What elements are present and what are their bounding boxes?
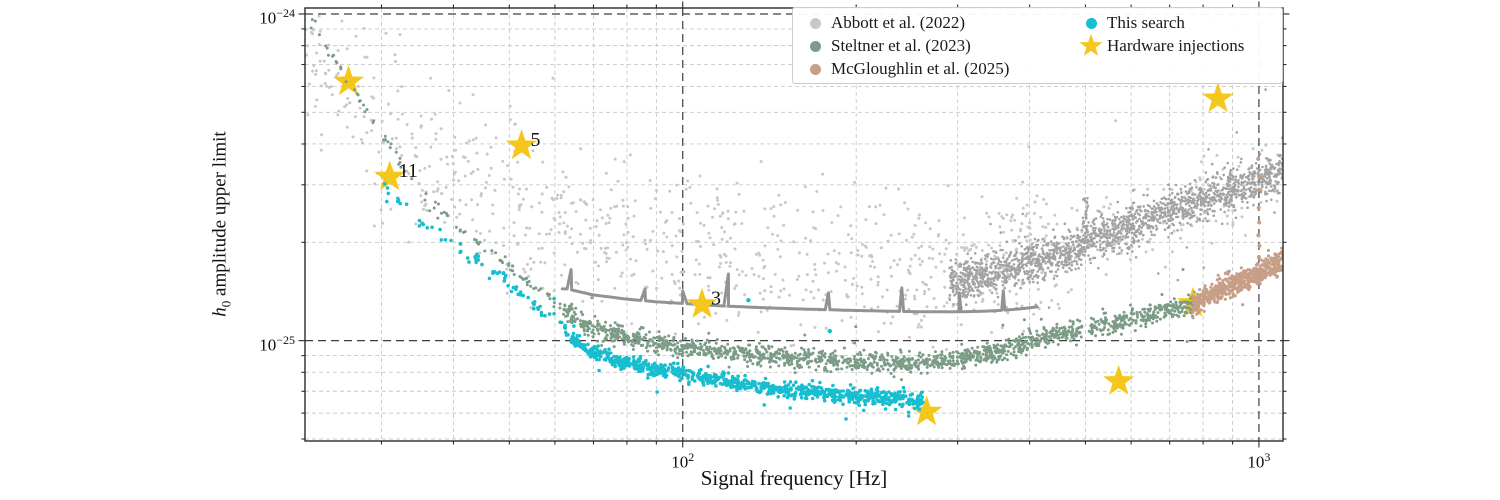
x-tick-label: 103 [1247,450,1271,472]
legend-item-hardware-injections: Hardware injections [1075,32,1245,60]
dot-icon [1075,17,1107,29]
y-axis-label-rest: amplitude upper limit [209,131,231,301]
hardware-injection-star [910,395,943,426]
legend-item-label: Steltner et al. (2023) [831,36,971,55]
legend-item-mcgloughlin-et-al-2025-: McGloughlin et al. (2025) [799,58,1009,80]
legend-item-label: McGloughlin et al. (2025) [831,59,1010,78]
y-axis-label-var: h [209,307,231,317]
hardware-injection-star [686,288,718,318]
dot-icon [799,17,831,29]
y-axis-label: h0 amplitude upper limit [210,131,235,316]
legend-item-label: Hardware injections [1107,36,1245,55]
series-abbott-et-al-2022-scattered-points [305,14,1282,352]
dot-icon [799,63,831,75]
x-tick-label: 102 [671,450,695,472]
legend-item-label: Abbott et al. (2022) [831,13,966,32]
hardware-injection-stars [332,65,1234,426]
legend-item-steltner-et-al-2023-: Steltner et al. (2023) [799,35,971,57]
series-abbott-et-al-2022-dense-band [948,88,1283,310]
legend: Abbott et al. (2022) Steltner et al. (202… [792,7,1283,84]
series-mcgloughlin-et-al-2025- [1191,156,1283,320]
hardware-injection-star [1202,82,1234,113]
injection-label: 5 [531,129,541,151]
hardware-injection-star [1103,365,1135,395]
x-axis-label: Signal frequency [Hz] [700,466,888,490]
result-layers [309,18,1283,421]
hardware-injection-star [374,160,406,191]
abbott-layers [305,14,1283,352]
series-this-search [382,182,925,421]
injection-label: 3 [711,288,721,310]
injection-labels: 5 11 3 [399,129,721,310]
star-icon [1075,32,1107,60]
legend-item-abbott-et-al-2022-: Abbott et al. (2022) [799,12,965,34]
injection-label: 11 [399,160,418,182]
series-steltner-et-al-2023- [309,18,1195,390]
hardware-injection-star [332,65,365,96]
y-tick-label: 10−25 [259,332,295,355]
dot-icon [799,40,831,52]
legend-item-label: This search [1107,13,1185,32]
y-tick-label: 10−24 [259,5,295,28]
abbott-line [560,268,1039,314]
legend-item-this-search: This search [1075,12,1185,34]
hardware-injection-star [505,129,538,160]
y-axis-label-sub: 0 [218,300,234,308]
